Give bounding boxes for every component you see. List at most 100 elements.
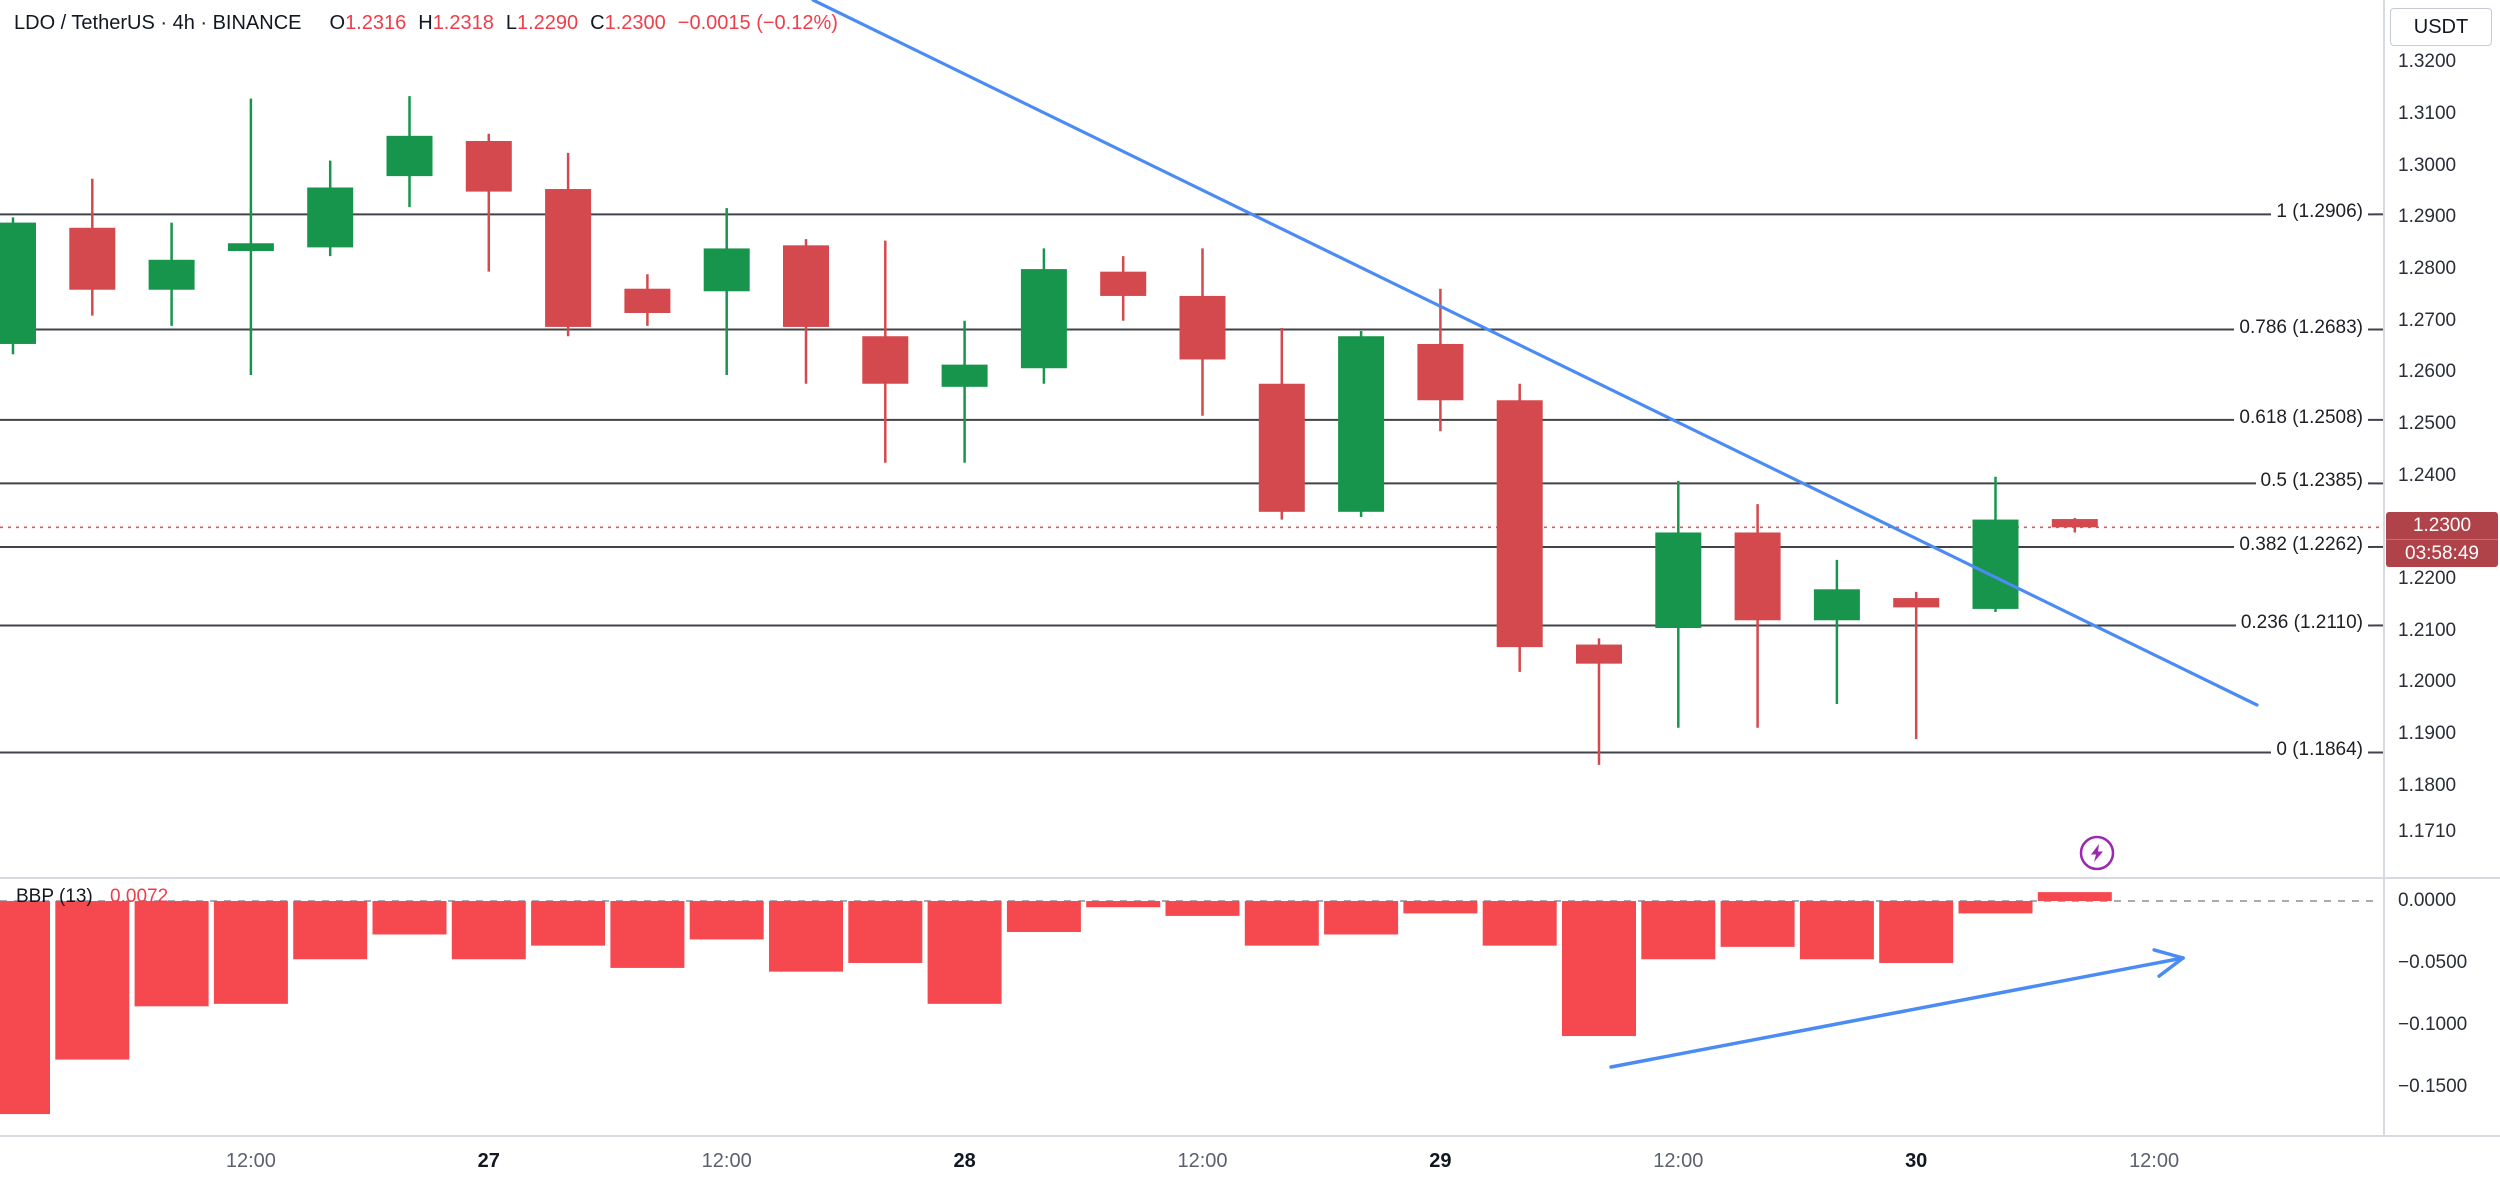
time-tick-label: 27 — [477, 1150, 500, 1172]
histogram-bar — [372, 901, 447, 935]
time-tick-label: 12:00 — [2129, 1150, 2180, 1172]
indicator-value: 0.0072 — [110, 886, 169, 907]
indicator-tick-label: −0.1500 — [2398, 1075, 2468, 1097]
histogram-bar — [1244, 901, 1319, 946]
candle-body — [545, 189, 592, 327]
candle-body — [227, 243, 274, 252]
histogram-bar — [451, 901, 526, 960]
candle-body — [862, 336, 909, 384]
candle-countdown: 03:58:49 — [2386, 539, 2498, 567]
candle-body — [1179, 295, 1226, 360]
histogram-bar — [1403, 901, 1478, 914]
fib-level-label: 0.236 (1.2110) — [2235, 612, 2368, 635]
price-tick-label: 1.2200 — [2398, 567, 2457, 589]
bbp-histogram — [0, 892, 2112, 1115]
candle-body — [465, 140, 512, 192]
candle-body — [1020, 269, 1067, 369]
histogram-bar — [213, 901, 288, 1004]
trendline-drawing[interactable] — [811, 0, 2259, 707]
last-price-badge: 1.2300 03:58:49 — [2386, 512, 2498, 568]
price-tick-label: 1.2500 — [2398, 413, 2457, 435]
histogram-bar — [1799, 901, 1874, 960]
indicator-tick-label: 0.0000 — [2398, 890, 2457, 912]
candle-body — [1813, 589, 1860, 621]
lightning-bolt-icon — [2091, 844, 2103, 862]
time-tick-label: 12:00 — [1177, 1150, 1228, 1172]
time-tick-label: 29 — [1429, 1150, 1452, 1172]
fib-level-label: 0.618 (1.2508) — [2234, 406, 2368, 429]
ohlc-letter: L — [505, 12, 517, 34]
symbol-title[interactable]: LDO / TetherUS · 4h · BINANCE — [14, 12, 302, 34]
histogram-bar — [927, 901, 1002, 1004]
histogram-bar — [531, 901, 606, 946]
histogram-bar — [1879, 901, 1954, 963]
last-price-value: 1.2300 — [2412, 515, 2472, 537]
histogram-bar — [610, 901, 685, 968]
histogram-bar — [1958, 901, 2033, 914]
candle-body — [1417, 343, 1464, 401]
histogram-bar — [293, 901, 368, 960]
candle-body — [148, 259, 195, 290]
price-tick-label: 1.1800 — [2398, 774, 2457, 796]
arrow-shaft — [1609, 956, 2185, 1069]
histogram-bar — [1086, 901, 1161, 908]
histogram-bar — [1482, 901, 1557, 946]
histogram-bar — [689, 901, 764, 940]
price-tick-label: 1.2600 — [2398, 361, 2457, 383]
ohlc-value: 1.2316 — [345, 12, 407, 34]
candle-body — [386, 135, 433, 177]
currency-toggle-button[interactable]: USDT — [2390, 8, 2492, 46]
histogram-bar — [1006, 901, 1081, 933]
price-tick-label: 1.1710 — [2398, 821, 2457, 843]
ohlc-value: 1.2290 — [516, 12, 579, 34]
symbol-header: LDO / TetherUS · 4h · BINANCE O1.2316 H1.2… — [14, 12, 838, 35]
time-tick-label: 12:00 — [701, 1150, 752, 1172]
fib-level-label: 1 (1.2906) — [2271, 201, 2368, 224]
ohlc-value: 1.2300 — [604, 12, 666, 34]
ohlc-letter: C — [590, 12, 605, 34]
candle-body — [2051, 519, 2098, 528]
price-tick-label: 1.3000 — [2398, 154, 2457, 176]
candle-body — [1893, 598, 1940, 608]
histogram-bar — [1720, 901, 1795, 947]
histogram-bar — [769, 901, 843, 972]
indicator-tick-label: −0.1000 — [2398, 1013, 2468, 1035]
candle-body — [1258, 383, 1305, 512]
candle-body — [307, 187, 354, 248]
candle-body — [941, 364, 988, 387]
candlestick-series — [0, 96, 2098, 765]
candle-body — [1734, 532, 1781, 621]
candle-body — [1655, 532, 1702, 629]
candle-body — [703, 248, 750, 292]
price-tick-label: 1.3100 — [2398, 103, 2457, 125]
candle-body — [1972, 519, 2019, 609]
histogram-bar — [2037, 892, 2112, 902]
time-tick-label: 12:00 — [1653, 1150, 1704, 1172]
histogram-bar — [134, 901, 209, 1007]
candle-body — [783, 245, 829, 327]
histogram-bar — [1562, 901, 1636, 1037]
histogram-bar — [848, 901, 923, 963]
fib-retracement-lines — [0, 213, 2384, 754]
arrow-drawing[interactable] — [1609, 948, 2185, 1069]
time-tick-label: 12:00 — [225, 1150, 276, 1172]
price-tick-label: 1.2900 — [2398, 206, 2457, 228]
ohlc-value: 1.2318 — [432, 12, 494, 34]
indicator-tick-label: −0.0500 — [2398, 951, 2468, 973]
ohlc-letter: H — [418, 12, 433, 34]
candle-body — [1100, 271, 1147, 296]
flash-icon[interactable] — [2079, 835, 2115, 871]
price-tick-label: 1.2100 — [2398, 619, 2457, 641]
histogram-bar — [0, 901, 50, 1115]
fib-level-label: 0 (1.1864) — [2271, 739, 2368, 762]
fib-level-label: 0.786 (1.2683) — [2234, 316, 2368, 339]
histogram-bar — [55, 901, 130, 1060]
fib-level-label: 0.5 (1.2385) — [2255, 470, 2368, 493]
candle-body — [69, 227, 116, 290]
indicator-legend[interactable]: BBP (13) 0.0072 — [16, 886, 168, 908]
candle-body — [0, 222, 36, 344]
candle-body — [1496, 400, 1543, 648]
price-tick-label: 1.2000 — [2398, 671, 2457, 693]
histogram-bar — [1641, 901, 1716, 960]
price-tick-label: 1.2400 — [2398, 464, 2457, 486]
